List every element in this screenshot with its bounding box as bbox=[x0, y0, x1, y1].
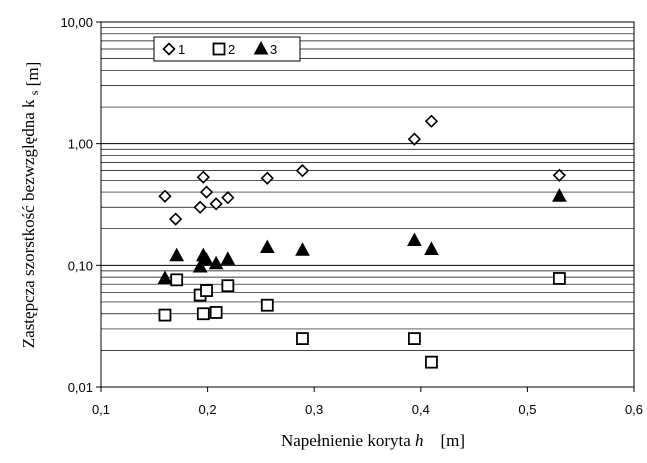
series-2-point bbox=[159, 310, 170, 321]
y-tick-label: 1,00 bbox=[68, 137, 93, 152]
y-tick-label: 10,00 bbox=[60, 15, 93, 30]
legend-label-1: 1 bbox=[178, 42, 185, 57]
series-1-point bbox=[198, 172, 209, 183]
legend: 1 2 3 bbox=[154, 37, 300, 61]
plot-frame bbox=[101, 22, 634, 387]
legend-label-2: 2 bbox=[228, 42, 235, 57]
series-3-point bbox=[296, 243, 309, 255]
series-1-point bbox=[554, 170, 565, 181]
x-tick-label: 0,6 bbox=[625, 402, 643, 417]
grid bbox=[101, 28, 634, 351]
y-tick-label: 0,10 bbox=[68, 258, 93, 273]
series-3-point bbox=[261, 241, 274, 253]
series-2-point bbox=[409, 333, 420, 344]
series-1-point bbox=[409, 134, 420, 145]
y-tick-label: 0,01 bbox=[68, 380, 93, 395]
x-axis: 0,1 0,2 0,3 0,4 0,5 0,6 bbox=[92, 387, 643, 417]
series-3-point bbox=[221, 252, 234, 264]
x-tick-label: 0,1 bbox=[92, 402, 110, 417]
x-tick-label: 0,5 bbox=[518, 402, 536, 417]
series-2-point bbox=[222, 280, 233, 291]
series-2-point bbox=[297, 333, 308, 344]
y-axis: 0,01 0,10 1,00 10,00 bbox=[60, 15, 101, 395]
series-1-point bbox=[170, 214, 181, 225]
series-3-point bbox=[170, 249, 183, 261]
x-tick-label: 0,2 bbox=[199, 402, 217, 417]
series-1-point bbox=[297, 165, 308, 176]
series-3-point bbox=[408, 233, 421, 245]
series-1-point bbox=[222, 192, 233, 203]
series-1-point bbox=[426, 116, 437, 127]
series-2-point bbox=[426, 357, 437, 368]
x-tick-label: 0,4 bbox=[412, 402, 430, 417]
y-axis-title: Zastępcza szorstkość bezwzględna k s [m] bbox=[19, 62, 42, 348]
series-2-point bbox=[211, 307, 222, 318]
series-2-point bbox=[198, 308, 209, 319]
series-1-point bbox=[262, 173, 273, 184]
series-2-point bbox=[201, 285, 212, 296]
series-2-point bbox=[554, 273, 565, 284]
series-1-point bbox=[195, 202, 206, 213]
series-3-point bbox=[553, 189, 566, 201]
x-axis-title: Napełnienie koryta h [m] bbox=[281, 431, 465, 450]
series-2-point bbox=[171, 274, 182, 285]
series-1-point bbox=[211, 198, 222, 209]
data-points bbox=[158, 116, 565, 368]
x-tick-label: 0,3 bbox=[305, 402, 323, 417]
legend-label-3: 3 bbox=[270, 42, 277, 57]
legend-marker-2 bbox=[214, 44, 225, 55]
series-3-point bbox=[425, 242, 438, 254]
series-1-point bbox=[201, 187, 212, 198]
series-2-point bbox=[262, 300, 273, 311]
legend-box bbox=[154, 37, 300, 61]
